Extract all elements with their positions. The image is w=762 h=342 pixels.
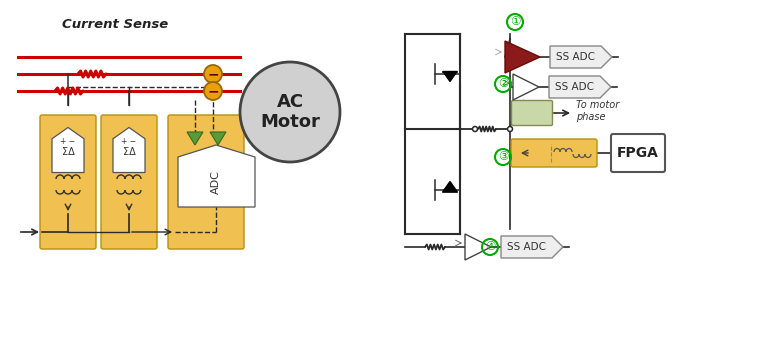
Polygon shape [443,71,457,81]
Text: FPGA: FPGA [617,146,659,160]
FancyBboxPatch shape [101,115,157,249]
Circle shape [507,127,513,132]
Polygon shape [513,74,539,100]
Polygon shape [501,236,563,258]
Polygon shape [113,128,145,172]
Text: SS ADC: SS ADC [507,242,546,252]
Polygon shape [210,132,226,145]
Polygon shape [52,128,84,172]
Text: ADC: ADC [211,170,221,194]
FancyBboxPatch shape [511,101,552,126]
Text: ΣΔ: ΣΔ [123,147,136,157]
Text: ①: ① [510,15,520,28]
Polygon shape [187,132,203,145]
Polygon shape [465,234,491,260]
Text: To motor
phase: To motor phase [576,100,620,122]
Text: + −: + − [121,137,136,146]
Text: AC: AC [277,93,303,111]
Text: SS ADC: SS ADC [556,52,595,62]
Circle shape [472,127,478,132]
Text: ②: ② [498,77,508,90]
Circle shape [240,62,340,162]
FancyBboxPatch shape [611,134,665,172]
Circle shape [204,65,222,83]
Text: + −: + − [60,137,75,146]
Circle shape [204,82,222,100]
Text: ③: ③ [498,150,508,163]
FancyBboxPatch shape [168,115,244,249]
Polygon shape [505,41,540,73]
Text: Current Sense: Current Sense [62,17,168,30]
FancyBboxPatch shape [511,139,597,167]
Text: Motor: Motor [260,113,320,131]
Text: −: − [207,67,219,81]
Text: SS ADC: SS ADC [555,82,594,92]
FancyBboxPatch shape [40,115,96,249]
Polygon shape [443,182,457,192]
Text: ΣΔ: ΣΔ [62,147,75,157]
Text: −: − [207,84,219,98]
Polygon shape [549,76,611,98]
Text: ④: ④ [485,240,495,253]
Polygon shape [550,46,612,68]
Polygon shape [178,145,255,207]
